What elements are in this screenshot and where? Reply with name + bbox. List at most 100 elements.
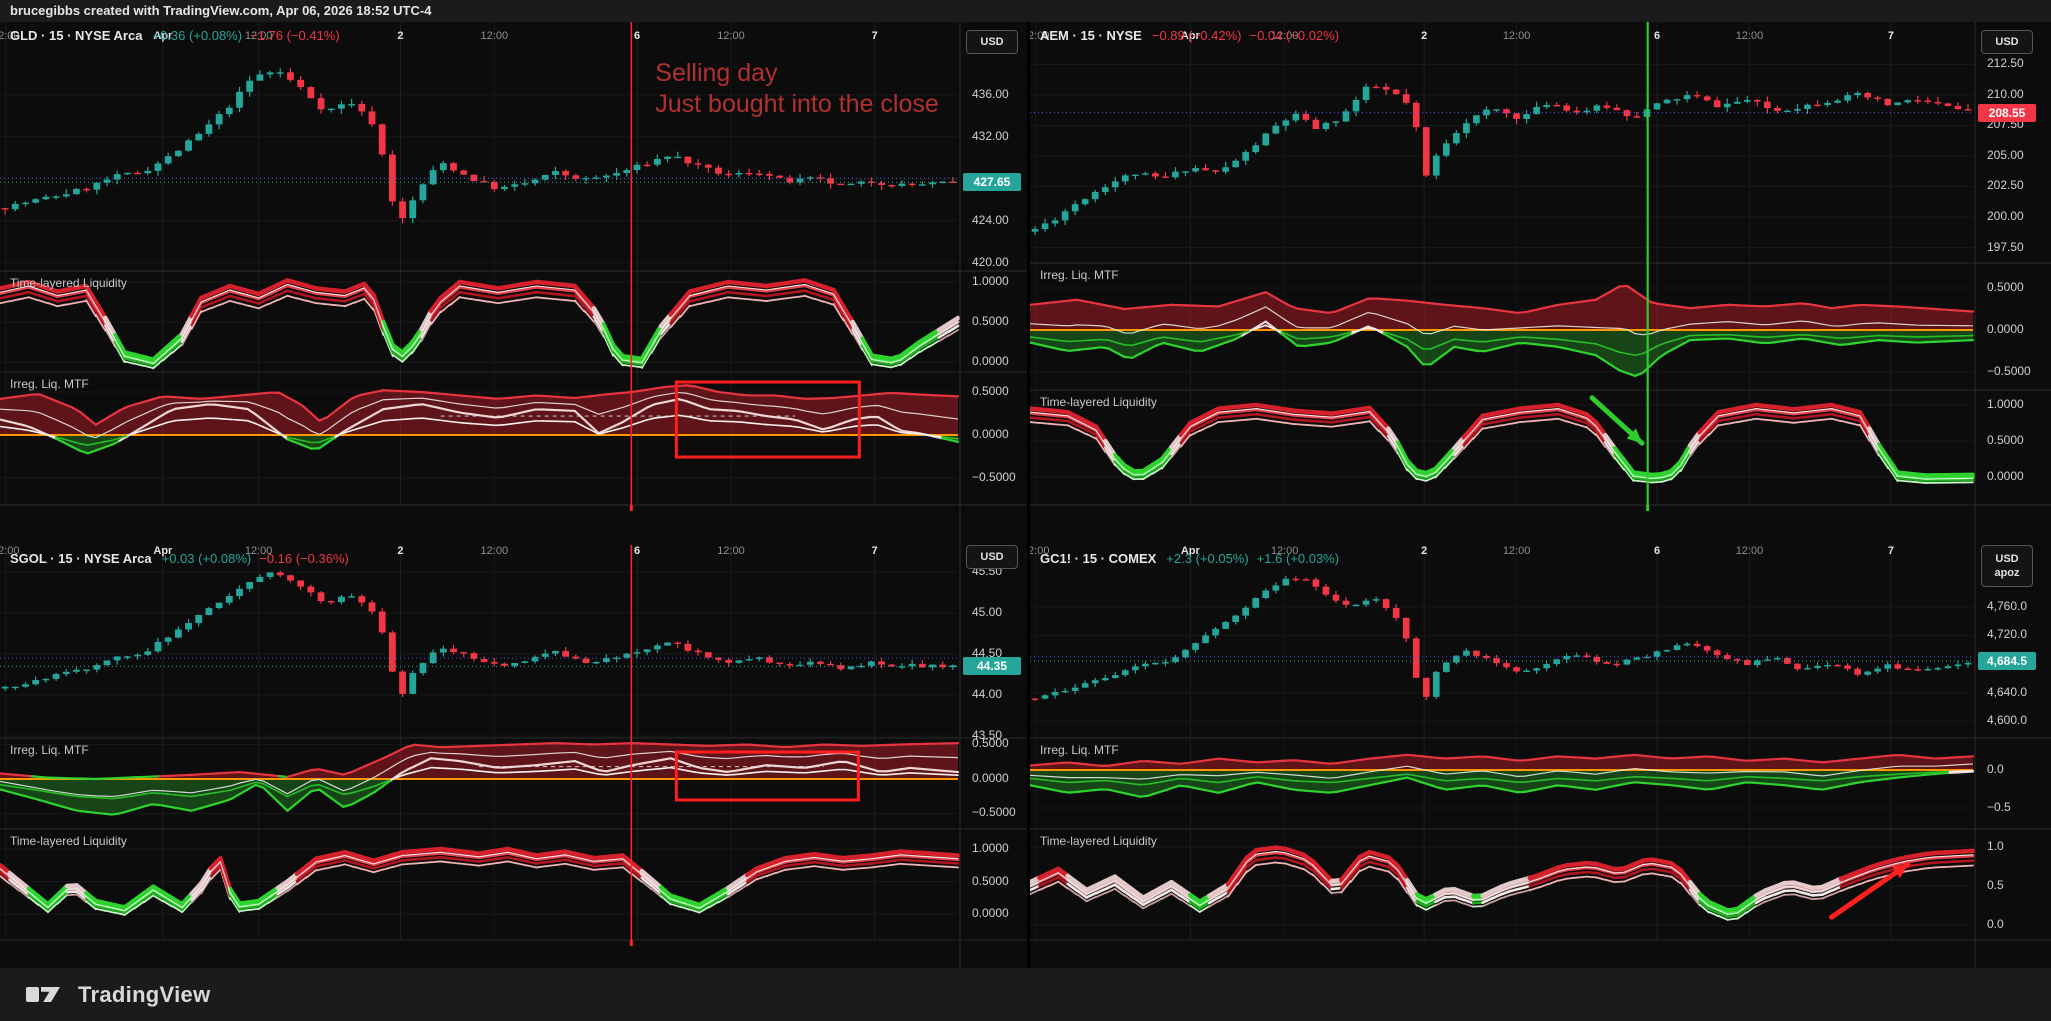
price-tick-label: 1.0 bbox=[1987, 839, 2004, 854]
price-tick-label: 0.0 bbox=[1987, 762, 2004, 776]
pane-title-ilm[interactable]: Irreg. Liq. MTF bbox=[10, 377, 89, 391]
price-tick-label: 202.50 bbox=[1987, 178, 2024, 193]
chart-canvas-gc bbox=[1030, 537, 2051, 968]
symbol-header-sgol[interactable]: SGOL · 15 · NYSE Arca +0.03 (+0.08%) −0.16… bbox=[10, 551, 357, 566]
pane-title-tll[interactable]: Time-layered Liquidity bbox=[10, 834, 127, 848]
symbol-title[interactable]: GC1! · 15 · COMEX bbox=[1040, 551, 1157, 566]
drawing-rect[interactable] bbox=[674, 750, 860, 802]
price-tick-label: 0.0000 bbox=[1987, 468, 2024, 483]
price-tick-label: 205.00 bbox=[1987, 147, 2024, 162]
time-tick-label: 12:00 bbox=[717, 545, 745, 557]
price-tick-label: 0.0000 bbox=[972, 427, 1009, 441]
price-tick-label: −0.5000 bbox=[1987, 364, 2031, 379]
tradingview-logo-icon[interactable] bbox=[24, 982, 64, 1008]
time-tick-label: 12:00 bbox=[0, 545, 20, 557]
pane-title-ilm[interactable]: Irreg. Liq. MTF bbox=[1040, 268, 1119, 282]
price-tick-label: 0.5000 bbox=[972, 314, 1009, 328]
time-tick-label: 12:00 bbox=[1270, 545, 1299, 557]
price-tick-label: 420.00 bbox=[972, 254, 1009, 269]
price-tick-label: 0.5000 bbox=[972, 736, 1009, 751]
time-tick-label: 7 bbox=[871, 30, 878, 42]
last-price-label: 4,684.5 bbox=[1978, 651, 2036, 670]
price-tick-label: 1.0000 bbox=[1987, 396, 2024, 411]
price-tick-label: 424.00 bbox=[972, 212, 1009, 227]
chart-aem[interactable]: AEM · 15 · NYSE −0.89 (−0.42%) −0.04 (−0.0… bbox=[1030, 22, 2051, 537]
symbol-title[interactable]: SGOL · 15 · NYSE Arca bbox=[10, 551, 152, 566]
price-tick-label: 1.0000 bbox=[972, 274, 1009, 288]
last-price-label: 427.65 bbox=[963, 173, 1021, 192]
drawing-text[interactable]: Selling day Just bought into the close bbox=[655, 59, 939, 118]
pane-title-ilm[interactable]: Irreg. Liq. MTF bbox=[1040, 743, 1119, 757]
price-tick-label: 0.5000 bbox=[972, 384, 1009, 398]
price-tick-label: 212.50 bbox=[1987, 56, 2024, 71]
session-change: +0.36 (+0.08%) bbox=[152, 28, 243, 43]
symbol-header-aem[interactable]: AEM · 15 · NYSE −0.89 (−0.42%) −0.04 (−0.0… bbox=[1040, 28, 1347, 43]
symbol-header-gc[interactable]: GC1! · 15 · COMEX +2.3 (+0.05%) +1.6 (+0.0… bbox=[1040, 551, 1347, 566]
price-tick-label: 210.00 bbox=[1987, 86, 2024, 101]
time-tick-label: 12:00 bbox=[1735, 30, 1764, 42]
currency-button[interactable]: USD bbox=[966, 545, 1018, 569]
time-tick-label: 2 bbox=[397, 30, 404, 42]
symbol-title[interactable]: AEM · 15 · NYSE bbox=[1040, 28, 1142, 43]
time-tick-label: 7 bbox=[1887, 30, 1895, 42]
price-tick-label: 45.00 bbox=[972, 605, 1003, 620]
price-tick-label: 4,640.0 bbox=[1987, 684, 2028, 699]
time-scale-gld[interactable]: 12:00 Apr 12:00 2 12:00 6 12:00 7 bbox=[0, 22, 1027, 54]
time-tick-label: 7 bbox=[1887, 545, 1895, 557]
chart-canvas-sgol bbox=[0, 537, 1027, 968]
time-tick-label: 12:00 bbox=[480, 545, 509, 557]
pane-title-tll[interactable]: Time-layered Liquidity bbox=[10, 276, 127, 290]
pane-title-tll[interactable]: Time-layered Liquidity bbox=[1040, 834, 1157, 848]
time-tick-label: 12:00 bbox=[244, 545, 273, 557]
price-tick-label: 0.0000 bbox=[1987, 322, 2024, 336]
time-tick-label: 2 bbox=[1421, 545, 1428, 557]
price-tick-label: −0.5 bbox=[1987, 800, 2011, 815]
price-tick-label: 0.0 bbox=[1987, 917, 2004, 932]
price-tick-label: 436.00 bbox=[972, 86, 1009, 101]
chart-gc[interactable]: GC1! · 15 · COMEX +2.3 (+0.05%) +1.6 (+0.0… bbox=[1030, 537, 2051, 968]
price-tick-label: 0.5000 bbox=[1987, 280, 2024, 294]
price-tick-label: 44.50 bbox=[972, 646, 1003, 661]
price-tick-label: −0.5000 bbox=[972, 805, 1016, 820]
price-tick-label: 197.50 bbox=[1987, 239, 2024, 254]
extended-change: −1.76 (−0.41%) bbox=[250, 28, 340, 43]
time-tick-label: 2 bbox=[397, 545, 404, 557]
time-tick-label: Apr bbox=[1180, 545, 1200, 557]
time-tick-label: 12:00 bbox=[1502, 545, 1531, 557]
pane-title-ilm[interactable]: Irreg. Liq. MTF bbox=[10, 743, 89, 757]
session-change: −0.89 (−0.42%) bbox=[1151, 28, 1242, 43]
symbol-title[interactable]: GLD · 15 · NYSE Arca bbox=[10, 28, 143, 43]
time-tick-label: 12:00 bbox=[717, 30, 745, 42]
time-tick-label: Apr bbox=[153, 30, 173, 42]
last-price-label: 208.55 bbox=[1978, 103, 2036, 122]
tradingview-wordmark[interactable]: TradingView bbox=[78, 981, 211, 1007]
time-scale-gc[interactable]: 12:00 Apr 12:00 2 12:00 6 12:00 7 bbox=[1030, 537, 2051, 565]
pane-title-tll[interactable]: Time-layered Liquidity bbox=[1040, 395, 1157, 409]
currency-button[interactable]: USD bbox=[1981, 30, 2033, 54]
price-tick-label: 4,760.0 bbox=[1987, 598, 2028, 613]
time-tick-label: 6 bbox=[634, 30, 641, 42]
time-scale-sgol[interactable]: 12:00 Apr 12:00 2 12:00 6 12:00 7 bbox=[0, 537, 1027, 565]
chart-canvas-aem bbox=[1030, 22, 2051, 537]
price-tick-label: 0.0000 bbox=[972, 770, 1009, 785]
drawing-rect[interactable] bbox=[674, 380, 861, 459]
session-change: +0.03 (+0.08%) bbox=[161, 551, 252, 566]
chart-canvas-gld bbox=[0, 22, 1027, 537]
drawing-arrow[interactable] bbox=[1829, 861, 1911, 920]
time-tick-label: 6 bbox=[1654, 545, 1661, 557]
price-tick-label: 200.00 bbox=[1987, 208, 2024, 223]
chart-sgol[interactable]: SGOL · 15 · NYSE Arca +0.03 (+0.08%) −0.16… bbox=[0, 537, 1027, 968]
attribution-text: brucegibbs created with TradingView.com,… bbox=[10, 3, 432, 18]
time-tick-label: Apr bbox=[1180, 30, 1200, 42]
chart-gld[interactable]: GLD · 15 · NYSE Arca +0.36 (+0.08%) −1.76 … bbox=[0, 22, 1027, 537]
price-tick-label: 0.5 bbox=[1987, 878, 2004, 893]
price-tick-label: 4,720.0 bbox=[1987, 627, 2028, 642]
currency-button[interactable]: USD apoz bbox=[1981, 545, 2033, 587]
price-tick-label: 0.5000 bbox=[1987, 432, 2024, 447]
price-tick-label: −0.5000 bbox=[972, 469, 1016, 484]
time-tick-label: 12:00 bbox=[244, 30, 273, 42]
symbol-header-gld[interactable]: GLD · 15 · NYSE Arca +0.36 (+0.08%) −1.76 … bbox=[10, 28, 348, 43]
currency-button[interactable]: USD bbox=[966, 30, 1018, 54]
time-scale-aem[interactable]: 12:00 Apr 12:00 2 12:00 6 12:00 7 bbox=[1030, 22, 2051, 54]
